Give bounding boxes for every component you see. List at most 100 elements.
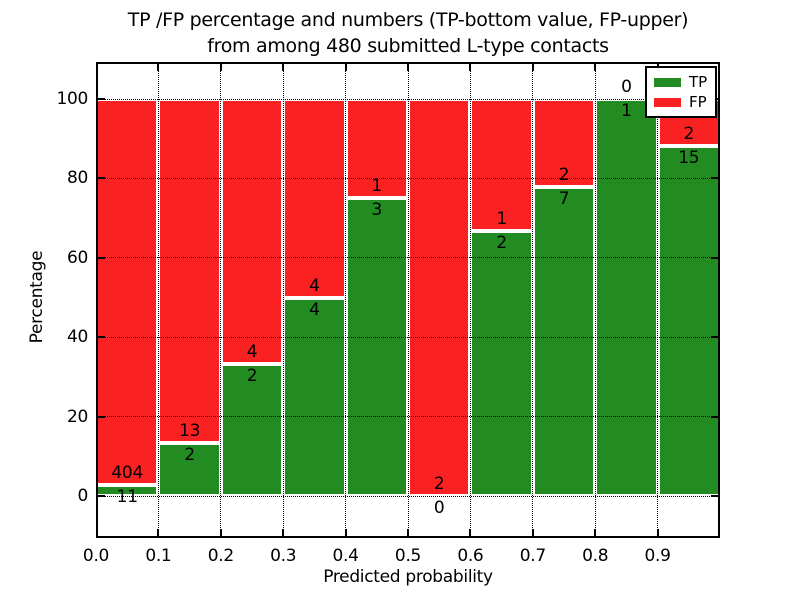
tp-legend-swatch xyxy=(654,77,681,87)
chart-title-line1: TP /FP percentage and numbers (TP-bottom… xyxy=(127,9,689,31)
tp-bar-segment xyxy=(158,443,221,496)
x-tick-mark xyxy=(344,529,347,536)
fp-count-label: 2 xyxy=(433,474,445,494)
x-tick-mark xyxy=(407,529,409,536)
y-tick-label: 40 xyxy=(66,327,88,348)
x-tick-label: 0.1 xyxy=(145,546,172,566)
y-tick-label: 60 xyxy=(66,247,88,268)
x-tick-mark xyxy=(219,64,222,71)
y-tick-mark xyxy=(98,177,105,180)
y-tick-label: 0 xyxy=(77,486,88,506)
x-tick-label: 0.4 xyxy=(332,546,359,566)
tp-count-label: 1 xyxy=(621,101,632,121)
x-tick-label: 0.5 xyxy=(394,546,422,566)
y-tick-mark xyxy=(98,336,105,339)
fp-count-label: 2 xyxy=(683,123,695,144)
tp-bar-segment xyxy=(532,187,596,496)
x-tick-mark xyxy=(469,64,472,71)
v-gridline xyxy=(282,62,284,538)
y-tick-mark xyxy=(711,415,718,418)
fp-count-label: 4 xyxy=(309,275,320,296)
x-tick-label: 0.7 xyxy=(519,546,546,566)
v-gridline xyxy=(345,62,347,538)
fp-bar-segment xyxy=(470,99,533,232)
tp-count-label: 3 xyxy=(371,200,383,221)
x-tick-mark xyxy=(407,64,409,71)
y-tick-mark xyxy=(711,495,718,497)
v-gridline xyxy=(157,62,159,538)
y-tick-mark xyxy=(98,495,105,497)
fp-count-label: 13 xyxy=(179,421,201,442)
legend: TP FP xyxy=(645,66,718,118)
x-tick-label: 0.8 xyxy=(582,546,609,566)
fp-legend-swatch xyxy=(654,97,681,107)
y-tick-label: 100 xyxy=(56,89,88,109)
x-tick-label: 0.3 xyxy=(270,546,297,566)
v-gridline xyxy=(407,62,409,538)
x-tick-mark xyxy=(594,64,597,71)
y-tick-label: 20 xyxy=(66,406,88,427)
plot-area: 404 11 13 2 4 2 4 4 1 3 2 0 1 2 2 7 0 1 2 15 xyxy=(96,62,720,538)
x-tick-mark xyxy=(282,64,285,71)
tp-bar-segment xyxy=(470,231,533,496)
fp-count-label: 2 xyxy=(558,165,570,186)
tp-bar-segment xyxy=(220,363,284,496)
y-tick-mark xyxy=(98,256,105,259)
x-tick-label: 0.9 xyxy=(644,546,671,566)
x-tick-mark xyxy=(531,529,534,536)
x-tick-mark xyxy=(157,529,160,536)
y-tick-mark xyxy=(711,336,718,339)
tp-count-label: 0 xyxy=(433,498,445,518)
y-tick-mark xyxy=(711,256,718,259)
x-tick-mark xyxy=(157,64,160,71)
fp-bar-segment xyxy=(158,99,221,444)
tp-count-label: 2 xyxy=(496,233,507,254)
x-tick-mark xyxy=(531,64,534,71)
chart-title-line2: from among 480 submitted L-type contacts xyxy=(207,35,609,57)
tp-count-label: 11 xyxy=(116,487,138,508)
fp-count-label: 4 xyxy=(246,341,258,362)
x-tick-label: 0.0 xyxy=(82,546,110,566)
fp-bar-segment xyxy=(96,99,159,486)
x-tick-mark xyxy=(656,529,659,536)
fp-bar-segment xyxy=(283,99,346,298)
x-tick-mark xyxy=(219,529,222,536)
tp-count-label: 4 xyxy=(309,299,320,320)
tp-bar-segment xyxy=(345,198,408,496)
v-gridline xyxy=(594,62,596,538)
tp-bar-segment xyxy=(595,99,658,496)
y-tick-mark xyxy=(711,177,718,180)
tp-count-label: 7 xyxy=(558,189,570,210)
v-gridline xyxy=(469,62,471,538)
fp-legend-label: FP xyxy=(689,93,707,111)
fp-count-label: 1 xyxy=(496,209,507,230)
x-tick-mark xyxy=(282,529,285,536)
x-tick-mark xyxy=(344,64,347,71)
tp-bar-segment xyxy=(283,297,346,496)
tp-legend-label: TP xyxy=(689,73,708,91)
v-gridline xyxy=(532,62,534,538)
legend-row-tp: TP xyxy=(654,72,707,92)
tp-count-label: 2 xyxy=(184,445,195,466)
tp-count-label: 2 xyxy=(246,365,258,386)
x-axis-label: Predicted probability xyxy=(323,567,493,587)
tp-count-label: 15 xyxy=(678,147,700,168)
fp-bar-segment xyxy=(345,99,408,199)
fp-count-label: 1 xyxy=(371,176,383,197)
y-tick-mark xyxy=(98,415,105,418)
legend-row-fp: FP xyxy=(654,92,707,112)
x-tick-label: 0.2 xyxy=(207,546,234,566)
fp-count-label: 0 xyxy=(621,77,632,97)
x-tick-label: 0.6 xyxy=(457,546,484,566)
chart-title: TP /FP percentage and numbers (TP-bottom… xyxy=(70,7,746,59)
y-tick-mark xyxy=(98,98,105,100)
v-gridline xyxy=(220,62,222,538)
fp-count-label: 404 xyxy=(111,463,143,484)
x-tick-mark xyxy=(594,529,597,536)
tp-bar-segment xyxy=(657,145,720,496)
fp-bar-segment xyxy=(220,99,284,364)
fp-bar-segment xyxy=(532,99,596,188)
y-tick-label: 80 xyxy=(66,168,88,189)
fp-bar-segment xyxy=(408,99,471,496)
